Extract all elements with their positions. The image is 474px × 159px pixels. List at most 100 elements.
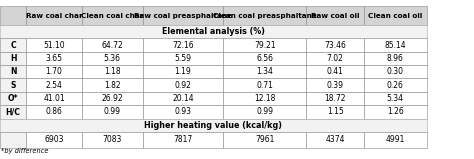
Text: 5.34: 5.34 (387, 94, 404, 103)
Bar (223, 38, 306, 52)
Text: C: C (10, 41, 16, 50)
Bar (26, 52, 82, 65)
Bar (306, 38, 364, 52)
Text: N: N (10, 67, 16, 76)
Bar (143, 38, 223, 52)
Text: Clean coal preasphaltane: Clean coal preasphaltane (213, 13, 317, 19)
Text: 7817: 7817 (173, 135, 192, 144)
Text: 1.34: 1.34 (256, 67, 273, 76)
Bar (143, 65, 223, 78)
Text: 0.86: 0.86 (46, 107, 63, 116)
Text: 0.71: 0.71 (256, 81, 273, 90)
Text: 20.14: 20.14 (172, 94, 194, 103)
Text: 1.26: 1.26 (387, 107, 404, 116)
Text: 0.30: 0.30 (387, 67, 404, 76)
Text: 73.46: 73.46 (324, 41, 346, 50)
Bar (0, 118, 427, 132)
Bar (364, 105, 427, 118)
Text: Raw coal preasphaltane: Raw coal preasphaltane (134, 13, 232, 19)
Text: 18.72: 18.72 (324, 94, 346, 103)
Text: 72.16: 72.16 (172, 41, 194, 50)
Text: 0.39: 0.39 (327, 81, 344, 90)
Bar (306, 65, 364, 78)
Text: 0.26: 0.26 (387, 81, 404, 90)
Bar (223, 52, 306, 65)
Text: 1.82: 1.82 (104, 81, 121, 90)
Bar (0, 6, 26, 25)
Bar (82, 132, 143, 148)
Text: H: H (10, 54, 16, 63)
Bar (143, 132, 223, 148)
Text: 8.96: 8.96 (387, 54, 404, 63)
Bar (364, 38, 427, 52)
Text: Clean coal oil: Clean coal oil (368, 13, 422, 19)
Bar (364, 132, 427, 148)
Text: 0.99: 0.99 (104, 107, 121, 116)
Bar (306, 92, 364, 105)
Text: 26.92: 26.92 (101, 94, 123, 103)
Bar (26, 38, 82, 52)
Text: 1.15: 1.15 (327, 107, 344, 116)
Bar (364, 78, 427, 92)
Text: 7.02: 7.02 (327, 54, 344, 63)
Text: Elemental analysis (%): Elemental analysis (%) (162, 27, 265, 36)
Text: *by difference: *by difference (1, 148, 48, 154)
Bar (82, 52, 143, 65)
Bar (223, 132, 306, 148)
Text: 4991: 4991 (386, 135, 405, 144)
Text: 2.54: 2.54 (46, 81, 63, 90)
Bar (364, 92, 427, 105)
Bar (26, 92, 82, 105)
Bar (26, 65, 82, 78)
Text: S: S (10, 81, 16, 90)
Bar (82, 65, 143, 78)
Bar (364, 6, 427, 25)
Bar (82, 38, 143, 52)
Bar (306, 52, 364, 65)
Text: 6903: 6903 (44, 135, 64, 144)
Text: 4374: 4374 (325, 135, 345, 144)
Text: 1.19: 1.19 (174, 67, 191, 76)
Text: 12.18: 12.18 (254, 94, 275, 103)
Bar (143, 92, 223, 105)
Text: H/C: H/C (6, 107, 20, 116)
Text: 0.93: 0.93 (174, 107, 191, 116)
Bar (26, 78, 82, 92)
Bar (364, 52, 427, 65)
Text: O*: O* (8, 94, 18, 103)
Bar (0, 65, 26, 78)
Text: Higher heating value (kcal/kg): Higher heating value (kcal/kg) (144, 121, 283, 130)
Text: Raw coal oil: Raw coal oil (311, 13, 359, 19)
Bar (26, 105, 82, 118)
Bar (143, 105, 223, 118)
Bar (223, 92, 306, 105)
Bar (26, 6, 82, 25)
Bar (306, 105, 364, 118)
Bar (26, 132, 82, 148)
Text: 6.56: 6.56 (256, 54, 273, 63)
Text: 1.70: 1.70 (46, 67, 63, 76)
Text: Clean coal char: Clean coal char (81, 13, 144, 19)
Bar (143, 78, 223, 92)
Bar (0, 105, 26, 118)
Bar (306, 78, 364, 92)
Text: 3.65: 3.65 (46, 54, 63, 63)
Bar (306, 132, 364, 148)
Bar (143, 6, 223, 25)
Text: 41.01: 41.01 (43, 94, 65, 103)
Bar (0, 38, 26, 52)
Text: 5.59: 5.59 (174, 54, 191, 63)
Bar (223, 78, 306, 92)
Text: 5.36: 5.36 (104, 54, 121, 63)
Text: 51.10: 51.10 (43, 41, 65, 50)
Text: 0.99: 0.99 (256, 107, 273, 116)
Text: 0.92: 0.92 (174, 81, 191, 90)
Bar (223, 65, 306, 78)
Text: 1.18: 1.18 (104, 67, 121, 76)
Text: 64.72: 64.72 (101, 41, 123, 50)
Bar (82, 92, 143, 105)
Bar (0, 92, 26, 105)
Bar (82, 105, 143, 118)
Text: 85.14: 85.14 (384, 41, 406, 50)
Bar (0, 78, 26, 92)
